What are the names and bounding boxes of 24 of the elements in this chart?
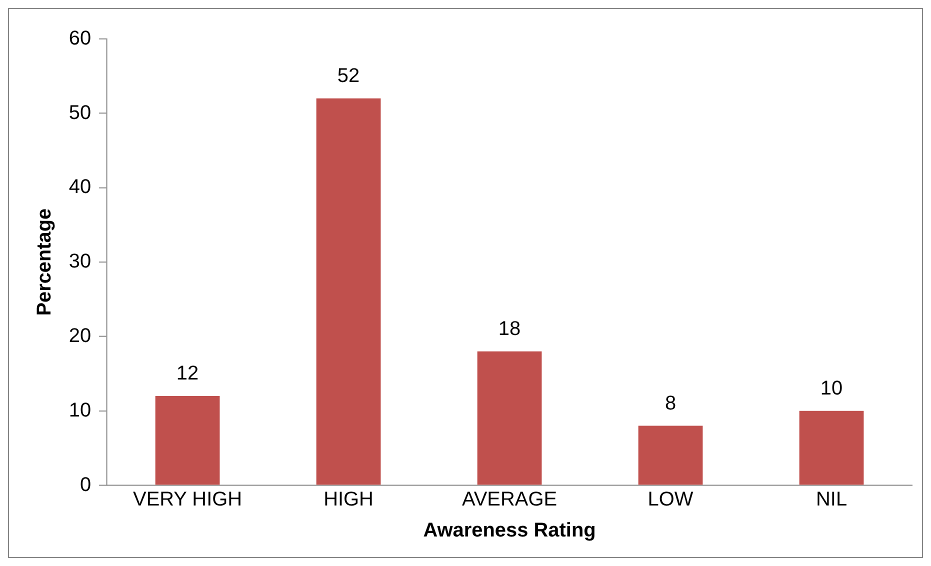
y-tick-label: 10	[68, 399, 92, 422]
data-label: 12	[176, 362, 199, 385]
y-tick-label: 40	[68, 176, 92, 198]
data-label: 52	[337, 64, 360, 87]
x-tick-label: HIGH	[324, 488, 374, 511]
data-label: 10	[820, 377, 843, 400]
x-tick-label: VERY HIGH	[133, 488, 242, 511]
y-tick-label: 60	[68, 27, 92, 50]
data-label: 18	[498, 318, 521, 340]
bar	[477, 351, 542, 485]
y-tick-label: 50	[68, 102, 92, 124]
bar	[316, 98, 381, 485]
y-tick-label: 30	[68, 250, 92, 273]
x-tick-label: NIL	[816, 488, 848, 511]
x-tick-label: LOW	[648, 488, 694, 511]
data-label: 8	[664, 392, 676, 414]
y-axis-title: Percentage	[33, 208, 56, 316]
y-tick-label: 0	[80, 474, 92, 496]
bar	[799, 410, 864, 485]
bar	[638, 426, 703, 485]
x-tick-label: AVERAGE	[462, 488, 558, 511]
y-tick-label: 20	[68, 324, 92, 347]
bar	[155, 396, 220, 485]
x-axis-title: Awareness Rating	[423, 520, 596, 542]
